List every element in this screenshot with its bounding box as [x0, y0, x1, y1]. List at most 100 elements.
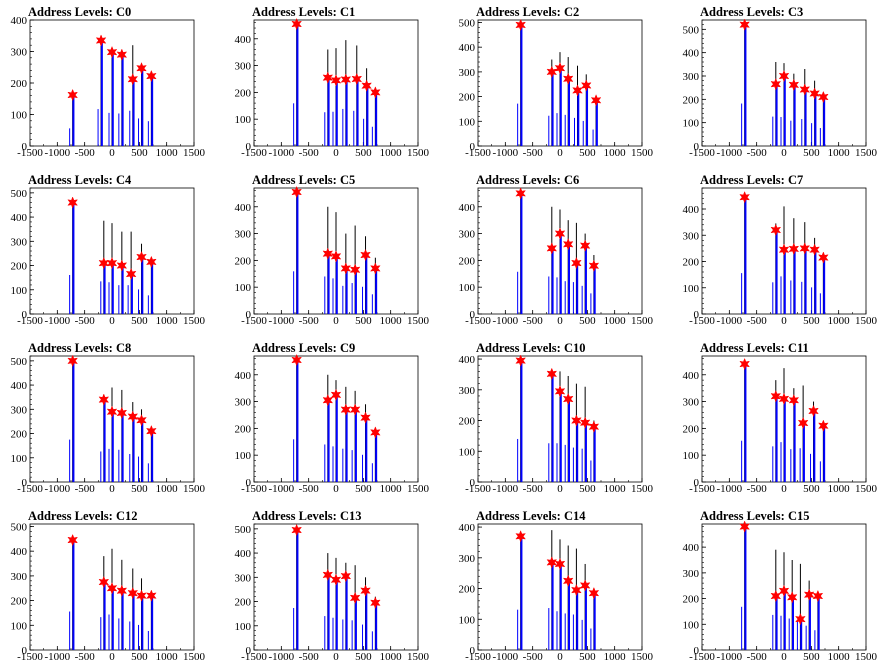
y-tick-label: 300: [683, 71, 700, 83]
peak-marker: [818, 419, 829, 432]
x-tick-label: 500: [355, 651, 372, 663]
x-tick-label: -500: [299, 483, 320, 495]
x-tick-label: -1000: [716, 315, 742, 327]
peak-marker: [127, 587, 139, 600]
peak-marker: [291, 17, 302, 31]
peak-marker: [788, 242, 800, 256]
x-tick-label: 1500: [183, 483, 206, 495]
y-tick-label: 0: [22, 141, 28, 153]
chart-title: Address Levels: C9: [252, 341, 355, 355]
peak-marker: [571, 583, 582, 597]
x-tick-label: 1500: [631, 651, 654, 663]
y-tick-label: 200: [11, 261, 28, 273]
x-tick-label: -1000: [492, 315, 518, 327]
peak-marker: [788, 78, 800, 92]
x-tick-label: 500: [579, 651, 596, 663]
y-tick-label: 400: [683, 48, 700, 60]
x-tick-label: -500: [75, 315, 96, 327]
x-tick-label: 0: [557, 315, 563, 327]
x-tick-label: -500: [747, 483, 768, 495]
y-tick-label: 400: [683, 204, 700, 216]
peak-marker: [98, 575, 110, 589]
peak-marker: [67, 354, 78, 368]
x-tick-label: 1000: [380, 651, 403, 663]
peak-marker: [571, 414, 582, 427]
y-tick-label: 300: [683, 397, 700, 409]
x-tick-label: -1500: [689, 315, 715, 327]
chart-svg-c15: Address Levels: C15 0 100 200 300 400 -1500 -10…: [683, 509, 878, 663]
chart-panel-c15: Address Levels: C15 0 100 200 300 400 -1500 -10…: [672, 504, 896, 672]
x-tick-label: -1500: [17, 147, 43, 159]
y-tick-label: 200: [683, 594, 700, 606]
chart-svg-c2: Address Levels: C20100200300400500-1500-…: [459, 5, 654, 159]
chart-svg-c12: Address Levels: C12 0 100 200 300 400 500 -1500…: [11, 509, 206, 663]
peak-marker: [360, 411, 371, 424]
x-tick-label: 1500: [855, 315, 878, 327]
chart-title: Address Levels: C11: [700, 341, 809, 355]
x-tick-label: 1000: [604, 315, 627, 327]
y-tick-label: 300: [11, 236, 28, 248]
y-tick-label: 300: [235, 61, 252, 73]
x-tick-label: -1500: [465, 315, 491, 327]
x-tick-label: 1000: [828, 651, 851, 663]
peak-marker: [554, 385, 566, 398]
y-tick-label: 100: [235, 282, 252, 294]
y-tick-label: 100: [459, 614, 476, 626]
y-tick-label: 400: [683, 542, 700, 554]
x-tick-label: -500: [523, 315, 544, 327]
y-tick-label: 0: [246, 141, 252, 153]
chart-panel-c0: Address Levels: C0 0 100 200 300 400 -1500 -100…: [0, 0, 224, 168]
x-tick-label: 0: [557, 483, 563, 495]
x-tick-label: 0: [557, 147, 563, 159]
peak-marker: [778, 392, 790, 406]
x-tick-label: -500: [523, 147, 544, 159]
x-tick-label: 500: [355, 147, 372, 159]
chart-title: Address Levels: C2: [476, 5, 579, 19]
x-tick-label: -500: [523, 651, 544, 663]
y-tick-label: 100: [459, 116, 476, 128]
x-tick-label: -1000: [44, 651, 70, 663]
y-tick-label: 200: [459, 255, 476, 267]
y-tick-label: 300: [235, 229, 252, 241]
y-tick-label: 300: [459, 229, 476, 241]
chart-title: Address Levels: C7: [700, 173, 803, 187]
x-tick-label: 0: [109, 483, 115, 495]
x-tick-label: -1000: [492, 651, 518, 663]
x-tick-label: -1500: [241, 147, 267, 159]
x-tick-label: 0: [333, 147, 339, 159]
peak-marker: [322, 71, 334, 84]
y-tick-label: 400: [459, 354, 476, 366]
peak-marker: [515, 187, 526, 200]
peak-marker: [98, 393, 110, 406]
x-tick-label: 500: [803, 483, 820, 495]
y-tick-label: 0: [22, 309, 28, 321]
x-tick-label: 1500: [407, 483, 430, 495]
x-tick-label: -500: [299, 147, 320, 159]
y-tick-label: 200: [11, 78, 28, 90]
x-tick-label: -1500: [17, 315, 43, 327]
peak-marker: [739, 18, 750, 31]
y-tick-label: 300: [11, 571, 28, 583]
y-tick-label: 400: [683, 370, 700, 382]
y-tick-label: 400: [235, 202, 252, 214]
y-tick-label: 0: [470, 309, 476, 321]
peak-marker: [322, 394, 334, 407]
peak-marker: [818, 90, 829, 104]
x-tick-label: 1000: [604, 483, 627, 495]
x-tick-label: -500: [747, 147, 768, 159]
peak-marker: [116, 259, 128, 272]
y-tick-label: 200: [11, 429, 28, 441]
y-tick-label: 200: [683, 94, 700, 106]
chart-panel-c9: Address Levels: C9 0 100 200 300 400 -1500 -100…: [224, 336, 448, 504]
peak-marker: [340, 569, 352, 583]
x-tick-label: -1000: [716, 147, 742, 159]
peak-marker: [797, 416, 809, 430]
chart-title: Address Levels: C5: [252, 173, 355, 187]
x-tick-label: -1000: [268, 483, 294, 495]
x-tick-label: 1000: [156, 483, 179, 495]
peak-marker: [803, 588, 815, 601]
x-tick-label: -1500: [465, 651, 491, 663]
chart-title: Address Levels: C15: [700, 509, 810, 523]
x-tick-label: -1000: [492, 147, 518, 159]
x-tick-label: -1000: [268, 147, 294, 159]
